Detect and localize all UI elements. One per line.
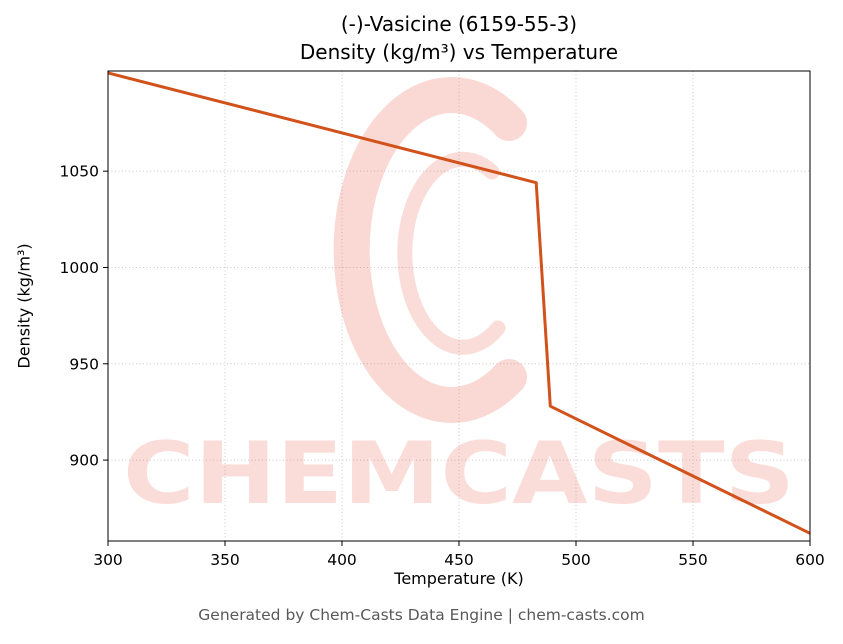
y-axis-label: Density (kg/m³): [14, 243, 34, 369]
x-axis-label: Temperature (K): [394, 569, 524, 588]
footer-text: Generated by Chem-Casts Data Engine | ch…: [198, 606, 645, 624]
y-tick-label: 1000: [60, 259, 99, 277]
x-tick-label: 600: [795, 551, 825, 569]
x-tick-label: 450: [444, 551, 474, 569]
x-tick-label: 400: [327, 551, 357, 569]
x-tick-label: 300: [93, 551, 123, 569]
y-tick-label: 1050: [60, 163, 99, 181]
watermark-text: CHEMCASTS: [123, 424, 795, 524]
data-line: [107, 71, 811, 535]
watermark-logo-icon: [333, 77, 527, 423]
x-tick-label: 500: [561, 551, 591, 569]
chart-title-line1: (-)-Vasicine (6159-55-3): [340, 12, 578, 36]
chart-title-line2: Density (kg/m³) vs Temperature: [299, 40, 619, 64]
y-tick-label: 950: [69, 355, 99, 373]
x-tick-label: 550: [678, 551, 708, 569]
chart-title: (-)-Vasicine (6159-55-3) Density (kg/m³)…: [108, 10, 810, 66]
y-tick-label: 900: [69, 452, 99, 470]
x-tick-label: 350: [210, 551, 240, 569]
watermark-logo-inner-icon: [397, 151, 506, 355]
